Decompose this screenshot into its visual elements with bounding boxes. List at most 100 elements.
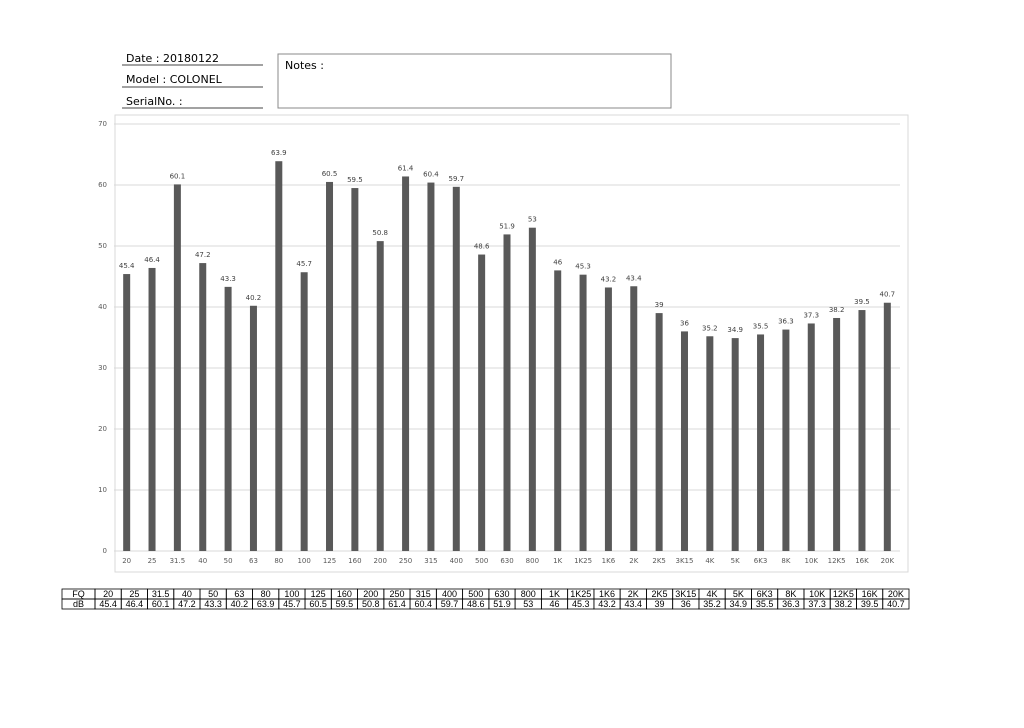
table-text: 1K6 [599, 589, 615, 599]
table-text: 47.2 [178, 599, 196, 609]
table-text: 6K3 [757, 589, 773, 599]
table-text: 12K5 [833, 589, 854, 599]
model-field: Model : COLONEL [126, 73, 223, 86]
bar [478, 254, 486, 552]
value-label: 35.5 [753, 322, 769, 330]
value-label: 43.3 [220, 275, 236, 283]
table-text: 50 [208, 589, 218, 599]
bar [427, 182, 435, 551]
table-text: 36 [681, 599, 691, 609]
table-text: 37.3 [808, 599, 826, 609]
table-text: 160 [337, 589, 352, 599]
table-text: 315 [416, 589, 431, 599]
x-tick-label: 8K [781, 557, 790, 565]
y-tick-label: 40 [98, 303, 107, 311]
value-label: 59.7 [448, 175, 464, 183]
y-tick-label: 70 [98, 120, 107, 128]
x-tick-label: 630 [500, 557, 513, 565]
bar [148, 267, 156, 551]
x-tick-label: 6K3 [754, 557, 768, 565]
table-text: 10K [809, 589, 825, 599]
x-tick-label: 1K25 [574, 557, 592, 565]
value-label: 53 [528, 216, 537, 224]
table-text: 39.5 [861, 599, 879, 609]
table-text: 500 [468, 589, 483, 599]
x-tick-label: 125 [323, 557, 336, 565]
table-text: 34.9 [730, 599, 748, 609]
table-text: 43.3 [204, 599, 222, 609]
bar [833, 317, 841, 551]
value-label: 60.1 [170, 172, 186, 180]
bar [883, 302, 891, 551]
table-text: 45.3 [572, 599, 590, 609]
date-field: Date : 20180122 [126, 52, 219, 65]
x-tick-label: 20K [881, 557, 895, 565]
x-tick-label: 4K [705, 557, 714, 565]
table-text: 80 [261, 589, 271, 599]
value-label: 45.4 [119, 262, 135, 270]
bar [123, 274, 131, 551]
bar [351, 188, 359, 552]
bar [300, 272, 308, 551]
table-text: 61.4 [388, 599, 406, 609]
bar [528, 227, 536, 551]
bar [731, 338, 739, 551]
table-text: 59.7 [441, 599, 459, 609]
table-text: 50.8 [362, 599, 380, 609]
value-label: 43.4 [626, 274, 642, 282]
bar [604, 287, 612, 551]
table-text: 250 [389, 589, 404, 599]
x-tick-label: 5K [731, 557, 740, 565]
value-label: 48.6 [474, 243, 490, 251]
bar [503, 234, 511, 551]
x-tick-label: 20 [122, 557, 131, 565]
table-text: 46.4 [126, 599, 144, 609]
table-text: 2K [628, 589, 639, 599]
x-tick-label: 40 [198, 557, 207, 565]
table-text: 46 [550, 599, 560, 609]
bar [655, 313, 663, 551]
table-text: 1K25 [570, 589, 591, 599]
table-text: 59.5 [336, 599, 354, 609]
x-tick-label: 2K5 [652, 557, 666, 565]
value-label: 45.7 [296, 260, 312, 268]
value-label: 59.5 [347, 176, 363, 184]
x-tick-label: 400 [450, 557, 463, 565]
value-label: 46.4 [144, 256, 160, 264]
bar [630, 286, 638, 551]
row-label: dB [73, 599, 84, 609]
bar [173, 184, 181, 551]
table-text: 40.2 [231, 599, 249, 609]
value-label: 63.9 [271, 149, 287, 157]
bar [224, 286, 232, 551]
value-label: 37.3 [803, 311, 819, 319]
serial-field: SerialNo. : [126, 95, 183, 108]
bar [858, 310, 866, 551]
row-label: FQ [72, 589, 85, 599]
table-text: 100 [284, 589, 299, 599]
value-label: 38.2 [829, 306, 845, 314]
bar [199, 263, 207, 551]
table-text: 40.7 [887, 599, 905, 609]
table-text: 43.4 [625, 599, 643, 609]
y-tick-label: 60 [98, 181, 107, 189]
x-tick-label: 63 [249, 557, 258, 565]
table-text: 4K [707, 589, 718, 599]
x-tick-label: 10K [805, 557, 819, 565]
y-tick-label: 10 [98, 486, 107, 494]
x-tick-label: 2K [629, 557, 638, 565]
table-text: 400 [442, 589, 457, 599]
y-tick-label: 30 [98, 364, 107, 372]
value-label: 36 [680, 319, 689, 327]
x-tick-label: 160 [348, 557, 361, 565]
table-text: 8K [785, 589, 796, 599]
table-text: 630 [494, 589, 509, 599]
value-label: 51.9 [499, 222, 515, 230]
x-tick-label: 3K15 [676, 557, 694, 565]
table-text: 45.4 [99, 599, 117, 609]
y-tick-label: 20 [98, 425, 107, 433]
value-label: 40.2 [246, 294, 262, 302]
table-cell [882, 598, 910, 610]
table-text: 48.6 [467, 599, 485, 609]
